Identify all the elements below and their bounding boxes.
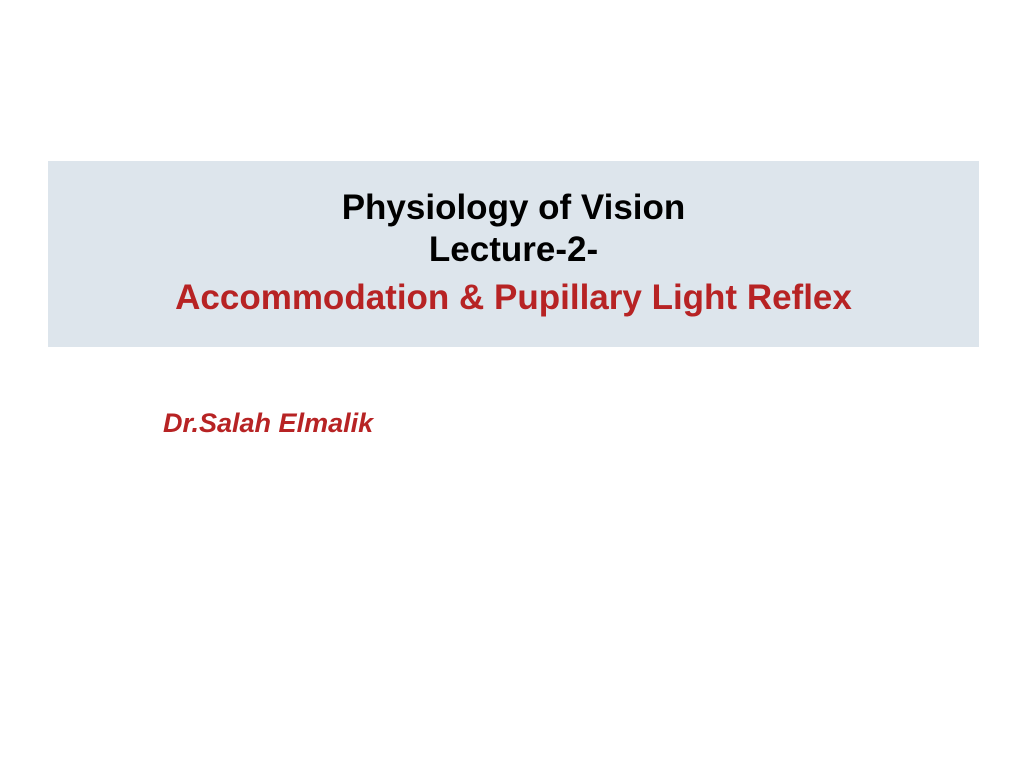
title-line1: Physiology of Vision bbox=[342, 187, 686, 229]
title-box: Physiology of Vision Lecture-2- Accommod… bbox=[48, 161, 979, 347]
author-name: Dr.Salah Elmalik bbox=[163, 408, 373, 439]
subtitle: Accommodation & Pupillary Light Reflex bbox=[175, 275, 852, 321]
title-line2: Lecture-2- bbox=[429, 229, 598, 271]
